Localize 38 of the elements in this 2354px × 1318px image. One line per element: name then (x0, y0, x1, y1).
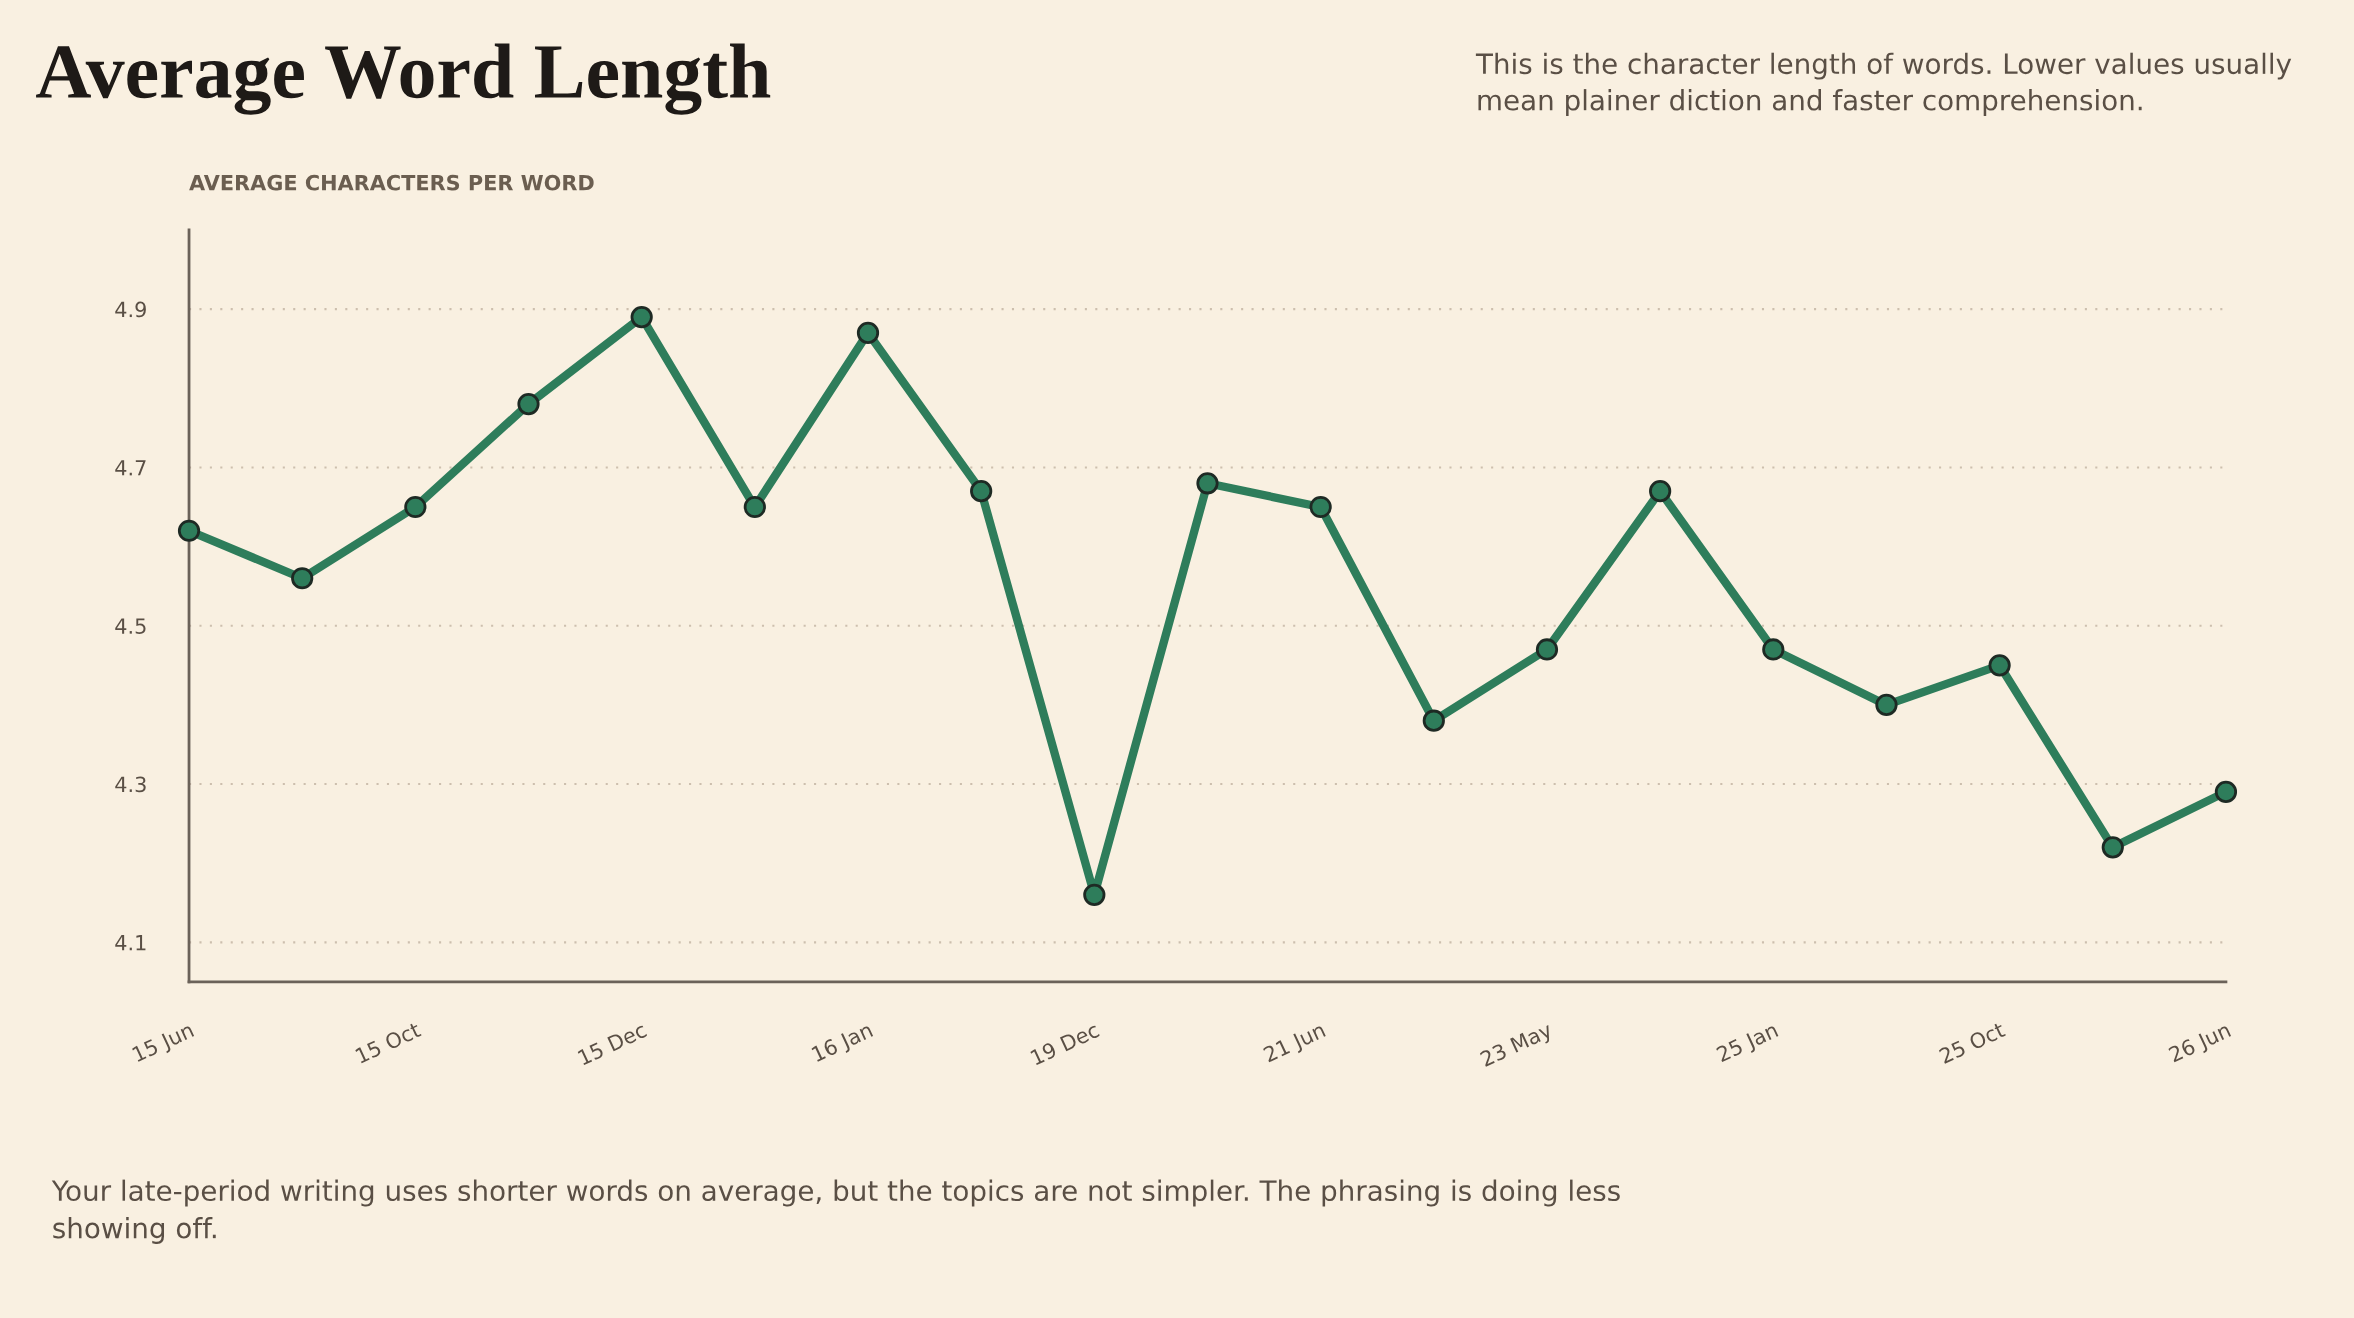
point (404, 495, 427, 519)
point (1875, 693, 1898, 716)
y-tick-label: 4.5 (115, 618, 146, 634)
point (1649, 480, 1672, 503)
y-tick-label: 4.7 (115, 460, 146, 476)
point (177, 519, 201, 542)
x-tick-label: 15 Oct (354, 1021, 422, 1064)
point (2101, 836, 2124, 859)
x-tick-label: 15 Dec (577, 1021, 648, 1066)
y-tick-label: 4.9 (115, 301, 146, 318)
point (1196, 472, 1219, 495)
x-tick-label: 26 Jun (2167, 1021, 2233, 1067)
x-tick-label: 21 Jun (1262, 1021, 1328, 1067)
point (856, 321, 880, 344)
point (517, 393, 540, 416)
x-tick-label: 25 Oct (1938, 1021, 2006, 1064)
point (743, 495, 766, 519)
point (1309, 495, 1332, 519)
chart-title: Average Word Length (36, 43, 771, 115)
x-tick-label: 15 Jun (131, 1022, 196, 1066)
text: Your late-period writing uses shorter words on average, but the topics are not simpler. The phrasing is doing less showing off. (51, 1179, 1620, 1244)
y-axis-title: AVERAGE CHARACTERS PER WORD (189, 174, 594, 191)
x-tick-label: 25 Jan (1715, 1021, 1781, 1066)
x-tick-label: 23 May (1479, 1021, 1555, 1071)
point (970, 480, 993, 503)
y-tick-label: 4.1 (115, 935, 146, 951)
point (1988, 654, 2011, 677)
point (630, 305, 653, 329)
point (1083, 883, 1106, 906)
point (291, 567, 314, 590)
y-tick-label: 4.3 (115, 776, 146, 793)
point (1762, 638, 1785, 661)
x-tick-label: 19 Dec (1029, 1021, 1100, 1066)
point (2214, 780, 2238, 804)
point (1422, 709, 1445, 732)
point (1535, 638, 1559, 661)
chart-subtitle: This is the character length of words. Lower values usually mean plainer diction and faster comprehension. (1475, 52, 2292, 116)
x-tick-label: 16 Jan (811, 1021, 875, 1066)
